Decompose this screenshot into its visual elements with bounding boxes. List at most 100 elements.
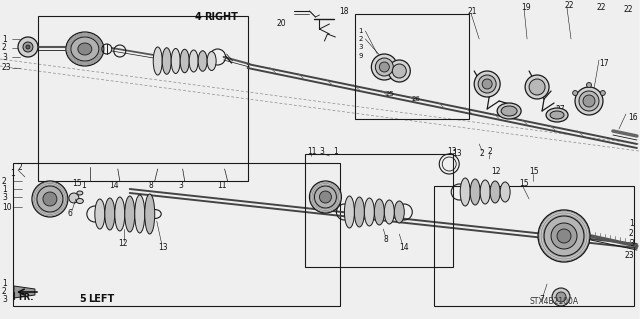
Polygon shape [14,286,35,298]
Ellipse shape [319,191,332,203]
Ellipse shape [460,178,470,206]
Bar [13,163,340,306]
Bar [305,154,453,267]
Text: 2: 2 [479,150,484,159]
Text: 11: 11 [307,146,317,155]
Text: 13: 13 [447,147,457,157]
Text: 10: 10 [2,203,12,211]
Ellipse shape [529,79,545,95]
Text: 11: 11 [217,182,227,190]
Ellipse shape [538,210,590,262]
Text: 22: 22 [564,2,573,11]
Text: 15: 15 [529,167,539,175]
Text: 2: 2 [2,176,7,186]
Ellipse shape [314,186,337,208]
Ellipse shape [207,51,216,70]
Circle shape [573,91,578,95]
Ellipse shape [66,32,104,66]
Text: 1: 1 [2,34,7,43]
Ellipse shape [145,194,155,234]
Ellipse shape [500,182,510,202]
Text: 1: 1 [358,28,363,34]
Text: 3: 3 [319,146,324,155]
Ellipse shape [105,198,115,230]
Ellipse shape [71,37,99,61]
Text: 17: 17 [599,58,609,68]
Text: 8: 8 [148,182,153,190]
Ellipse shape [385,200,394,224]
Text: 6: 6 [68,210,73,219]
Text: 3: 3 [358,44,363,50]
Ellipse shape [380,62,389,72]
Ellipse shape [78,43,92,55]
Ellipse shape [364,198,374,226]
Circle shape [556,292,566,302]
Ellipse shape [37,186,63,212]
Bar [38,16,248,181]
Ellipse shape [470,179,480,205]
Bar [435,186,634,306]
Text: 14: 14 [399,242,409,251]
Text: 3: 3 [2,53,7,62]
Text: 23: 23 [625,251,634,261]
Ellipse shape [550,111,564,119]
Text: 3: 3 [629,240,634,249]
Ellipse shape [501,106,517,116]
Ellipse shape [388,60,410,82]
Ellipse shape [135,195,145,233]
Ellipse shape [482,79,492,89]
Circle shape [26,45,30,49]
Text: 2: 2 [358,36,363,42]
Ellipse shape [478,75,496,93]
Text: 3: 3 [179,182,183,190]
Text: 25: 25 [385,91,394,97]
Text: 12: 12 [118,240,127,249]
Text: 1: 1 [629,219,634,228]
Ellipse shape [344,196,355,228]
Ellipse shape [77,191,83,195]
Ellipse shape [525,75,549,99]
Text: 27: 27 [555,105,564,114]
Text: 13: 13 [157,242,167,251]
Circle shape [552,288,570,306]
Ellipse shape [394,201,404,223]
Text: RIGHT: RIGHT [204,12,237,22]
Ellipse shape [375,58,394,76]
Circle shape [600,91,605,95]
Text: 15: 15 [519,180,529,189]
Text: 19: 19 [521,3,531,11]
Text: 7: 7 [539,294,544,303]
Text: 23: 23 [2,63,12,72]
Ellipse shape [115,197,125,231]
Ellipse shape [544,216,584,256]
Ellipse shape [153,47,162,75]
Ellipse shape [180,49,189,73]
Circle shape [69,193,79,203]
Ellipse shape [32,181,68,217]
Text: 26: 26 [412,96,420,102]
Text: 1: 1 [81,182,86,190]
Text: 13: 13 [452,150,462,159]
Text: 2: 2 [487,147,492,157]
Text: FR.: FR. [18,293,33,301]
Text: 21: 21 [467,8,477,17]
Text: 2: 2 [2,43,7,53]
Text: 8: 8 [383,234,388,243]
Text: 3: 3 [2,295,7,305]
Text: 1: 1 [2,279,7,288]
Text: 1: 1 [2,184,7,194]
Ellipse shape [95,199,105,229]
Ellipse shape [172,48,180,73]
Ellipse shape [374,199,385,225]
Ellipse shape [474,71,500,97]
Ellipse shape [546,108,568,122]
Ellipse shape [355,197,364,227]
Text: 1: 1 [10,169,15,179]
Text: 1: 1 [333,146,338,155]
Circle shape [18,37,38,57]
Text: 15: 15 [72,180,81,189]
Ellipse shape [480,180,490,204]
Text: 2: 2 [18,162,22,172]
Text: 4: 4 [195,12,202,22]
Text: 18: 18 [339,6,349,16]
